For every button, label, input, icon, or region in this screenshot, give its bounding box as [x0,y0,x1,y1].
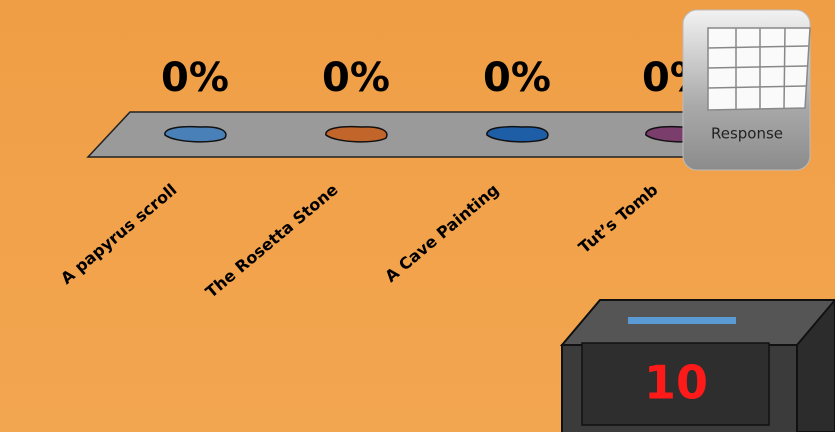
countdown-value: 10 [644,356,708,410]
timer-screen [581,342,770,426]
timer-side [796,298,835,432]
bar-top [486,125,549,143]
value-label: 0% [322,55,390,101]
bar-top [164,125,227,143]
value-label: 0% [161,55,229,101]
bar-top [325,125,388,143]
button-label[interactable]: Response [711,125,783,143]
timer-slot [628,317,736,324]
value-label: 0% [483,55,551,101]
grid-icon [707,27,811,111]
response-button[interactable]: Response [682,9,811,171]
countdown-timer: 10 [559,298,835,432]
